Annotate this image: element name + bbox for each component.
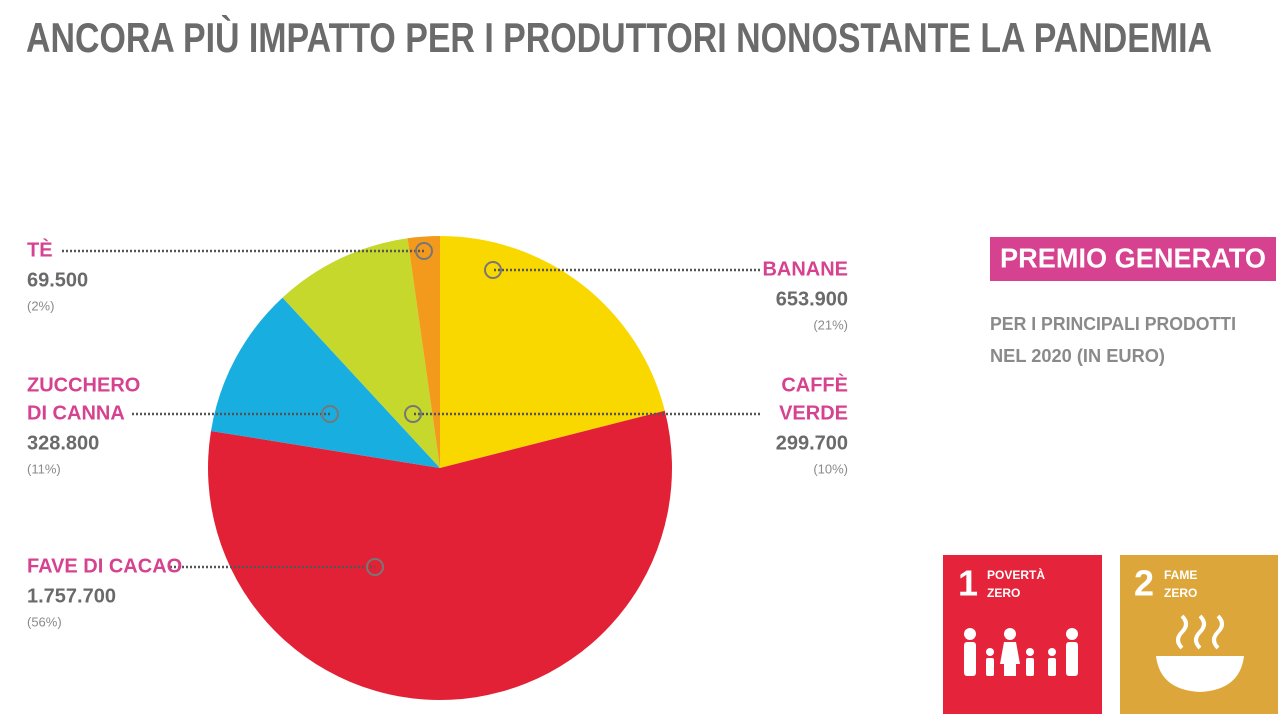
percent-label: (11%) — [27, 461, 61, 476]
pie-slice — [208, 410, 672, 700]
leader-marker — [415, 242, 433, 260]
category-label: FAVE DI CACAO — [27, 555, 182, 577]
pie-slice — [407, 236, 440, 468]
category-label: BANANE — [762, 258, 848, 280]
goal-label: ZERO — [1164, 586, 1197, 600]
panel-heading: PREMIO GENERATO — [1000, 242, 1266, 273]
percent-label: (10%) — [813, 461, 848, 476]
goal-label: ZERO — [987, 586, 1020, 600]
bowl-icon — [1156, 614, 1244, 692]
heading-box — [990, 237, 1276, 281]
category-label: TÈ — [27, 238, 53, 261]
value-label: 299.700 — [776, 432, 848, 454]
category-label: VERDE — [779, 402, 848, 424]
category-label: DI CANNA — [27, 402, 125, 424]
goal-number: 2 — [1134, 563, 1154, 604]
leader-marker — [366, 558, 384, 576]
pie-slice — [440, 236, 665, 468]
category-label: CAFFÈ — [781, 373, 848, 396]
value-label: 1.757.700 — [27, 585, 116, 607]
value-label: 69.500 — [27, 269, 88, 291]
goal-label: POVERTÀ — [987, 567, 1045, 582]
leader-marker — [321, 405, 339, 423]
pie-slice — [282, 238, 440, 468]
leader-marker — [404, 405, 422, 423]
value-label: 653.900 — [776, 288, 848, 310]
percent-label: (21%) — [813, 317, 848, 332]
goal-label: FAME — [1164, 568, 1197, 582]
percent-label: (56%) — [27, 614, 62, 629]
goal-2: 2 FAME ZERO — [1120, 555, 1278, 714]
leader-marker — [484, 261, 502, 279]
goal-number: 1 — [958, 563, 978, 604]
goal-1: 1 POVERTÀ ZERO — [943, 555, 1102, 714]
category-label: ZUCCHERO — [27, 374, 140, 396]
panel-subtitle: PER I PRINCIPALI PRODOTTI — [990, 314, 1236, 334]
value-label: 328.800 — [27, 432, 99, 454]
percent-label: (2%) — [27, 298, 54, 313]
family-icon — [964, 628, 1078, 676]
title: ANCORA PIÙ IMPATTO PER I PRODUTTORI NONO… — [26, 13, 1212, 61]
pie-slice — [210, 297, 440, 468]
panel-subtitle: NEL 2020 (IN EURO) — [990, 346, 1165, 366]
